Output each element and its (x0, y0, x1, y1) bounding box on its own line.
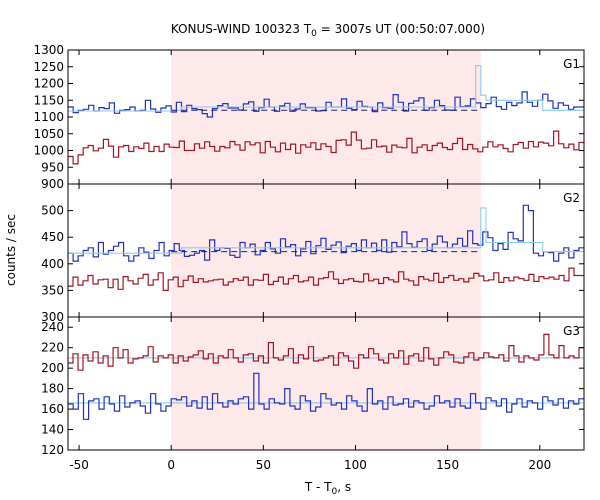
y-tick-label-g3-120: 120 (41, 443, 64, 457)
y-tick-label-g3-160: 160 (41, 402, 64, 416)
x-axis-label-subscript: 0 (332, 487, 338, 497)
x-tick-label-0: 0 (167, 458, 175, 472)
series-blue-g2-0 (68, 204, 584, 262)
series-blue-g3-3 (68, 372, 584, 420)
chart-title-subscript: 0 (311, 29, 317, 39)
y-tick-label-g3-240: 240 (41, 320, 64, 334)
panel-label-g2: G2 (563, 191, 580, 205)
panel-g3: 120 140 160 180 200 220 240 G3 (41, 316, 585, 457)
y-tick-label-g3-220: 220 (41, 341, 64, 355)
series-red-g3-1 (68, 333, 584, 371)
x-tick-label-100: 100 (344, 458, 367, 472)
y-axis-label: counts / sec (4, 214, 18, 286)
panel-g1: 900 950 1000 1050 1100 1150 1200 1250 1300 G1 (33, 43, 585, 191)
series-fit-g1-1 (68, 65, 584, 112)
y-tick-label-g3-180: 180 (41, 382, 64, 396)
y-tick-label-g1-950: 950 (41, 160, 64, 174)
x-tick-label-200: 200 (528, 458, 551, 472)
y-tick-label-g1-1050: 1050 (33, 127, 64, 141)
x-axis-label-rest: , s (337, 480, 351, 494)
x-axis-label-main: T - T (304, 480, 332, 494)
chart-title: KONUS-WIND 100323 T0 = 3007s UT (00:50:0… (171, 22, 485, 39)
y-tick-label-g2-400: 400 (41, 257, 64, 271)
y-tick-label-g3-200: 200 (41, 361, 64, 375)
y-tick-label-g1-1000: 1000 (33, 144, 64, 158)
x-tick-label-150: 150 (436, 458, 459, 472)
y-tick-label-g2-350: 350 (41, 283, 64, 297)
panel-frame-g3 (67, 316, 585, 451)
chart-title-rest: = 3007s UT (00:50:07.000) (317, 22, 485, 36)
y-tick-label-g1-1250: 1250 (33, 60, 64, 74)
series-red-g1-2 (68, 130, 584, 165)
y-tick-label-g3-140: 140 (41, 423, 64, 437)
y-tick-label-g2-450: 450 (41, 230, 64, 244)
panel-label-g3: G3 (563, 324, 580, 338)
y-tick-label-g1-1150: 1150 (33, 93, 64, 107)
panel-label-g1: G1 (563, 57, 580, 71)
x-axis-tick-labels: -50 0 50 100 150 200 (69, 458, 551, 472)
y-tick-label-g1-900: 900 (41, 177, 64, 191)
series-red-g2-2 (68, 267, 584, 291)
x-tick-label--50: -50 (69, 458, 89, 472)
y-tick-label-g2-300: 300 (41, 310, 64, 324)
x-axis-label: T - T0, s (304, 480, 351, 497)
y-tick-label-g2-500: 500 (41, 204, 64, 218)
y-tick-label-g1-1300: 1300 (33, 43, 64, 57)
y-tick-label-g1-1200: 1200 (33, 77, 64, 91)
series-fit-g2-1 (68, 207, 584, 254)
panels-layer: 9009501000105011001150120012501300G13003… (33, 43, 585, 472)
chart-title-main: KONUS-WIND 100323 T (171, 22, 312, 36)
y-tick-label-g1-1100: 1100 (33, 110, 64, 124)
x-tick-label-50: 50 (256, 458, 271, 472)
